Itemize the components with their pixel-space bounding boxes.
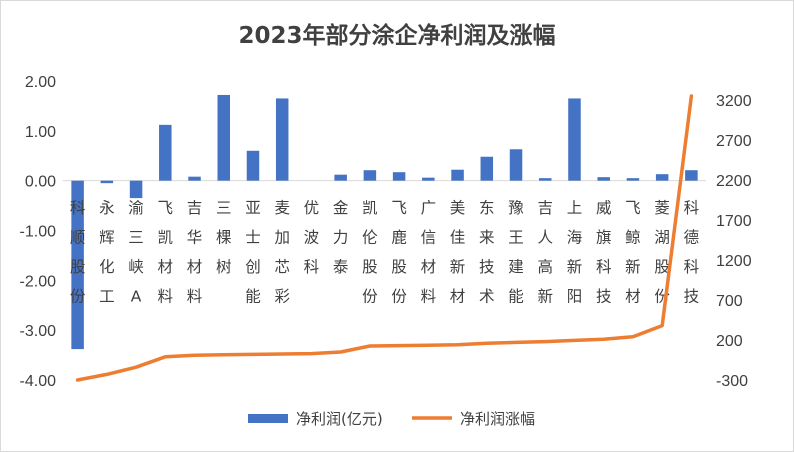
legend: 净利润(亿元) 净利润涨幅 (248, 410, 535, 428)
bar (129, 180, 143, 199)
legend-line-label: 净利润涨幅 (460, 410, 535, 428)
right-tick-label: 200 (716, 333, 743, 350)
bar (685, 170, 698, 181)
category-label: 威旗科技 (596, 199, 612, 306)
bar (363, 170, 377, 181)
category-label: 上海新阳 (567, 199, 583, 306)
bar (392, 172, 406, 181)
bar (568, 98, 581, 181)
bar (451, 169, 464, 181)
category-label: 吉人高新 (537, 199, 553, 306)
category-label: 飞鹿股份 (391, 199, 407, 306)
category-label: 优波科 (304, 199, 320, 276)
right-tick-label: 2700 (716, 133, 752, 150)
right-tick-label: 3200 (716, 93, 752, 110)
category-label: 广信材料 (421, 199, 437, 306)
category-label: 美佳新材 (450, 199, 466, 306)
bar (246, 150, 260, 181)
bar (188, 176, 201, 181)
category-label: 飞鲸新材 (625, 199, 641, 306)
bar-series (71, 94, 698, 350)
category-label: 东来技术 (479, 199, 495, 306)
bar (334, 174, 347, 181)
left-axis-ticks: 2.00 1.00 0.00 -1.00 -2.00 -3.00 -4.00 (20, 74, 57, 390)
left-tick-label: -1.00 (20, 224, 57, 241)
category-label: 麦加芯彩 (274, 199, 290, 306)
category-label: 科德科技 (684, 199, 700, 306)
right-tick-label: -300 (716, 373, 748, 390)
left-tick-label: -3.00 (20, 323, 57, 340)
category-label: 凯伦股份 (362, 199, 378, 306)
bar (597, 177, 610, 181)
bar (275, 98, 289, 181)
category-label: 豫王建能 (508, 199, 524, 306)
left-tick-label: -4.00 (20, 373, 57, 390)
growth-line (75, 94, 694, 382)
right-tick-label: 1700 (716, 213, 752, 230)
category-label: 三棵树 (216, 199, 232, 276)
bar (509, 149, 523, 181)
category-label: 科顺股份 (70, 199, 86, 306)
bar (100, 180, 114, 184)
bar (539, 178, 552, 181)
bar (217, 94, 230, 181)
chart-title: 2023年部分涂企净利润及涨幅 (238, 23, 556, 49)
legend-bar-label: 净利润(亿元) (296, 410, 383, 428)
bar (422, 177, 435, 181)
right-tick-label: 700 (716, 293, 743, 310)
left-tick-label: 2.00 (25, 74, 56, 91)
bar (159, 124, 172, 181)
bar (480, 156, 494, 181)
category-label: 亚士创能 (245, 199, 261, 306)
left-tick-label: 0.00 (25, 174, 56, 191)
right-tick-label: 1200 (716, 253, 752, 270)
bar (626, 178, 640, 181)
left-tick-label: 1.00 (25, 124, 56, 141)
category-label: 吉华材料 (187, 199, 203, 306)
category-label: 飞凯材料 (158, 199, 174, 306)
left-tick-label: -2.00 (20, 273, 57, 290)
category-label: 永辉化工 (99, 199, 115, 306)
category-label: 金力泰 (333, 199, 349, 276)
legend-bar-swatch (248, 414, 288, 423)
right-axis-ticks: 3200 2700 2200 1700 1200 700 200 -300 (716, 93, 752, 390)
bar (655, 174, 669, 181)
bar (71, 180, 84, 350)
category-label: 渝三峡 A (128, 199, 144, 306)
right-tick-label: 2200 (716, 173, 752, 190)
